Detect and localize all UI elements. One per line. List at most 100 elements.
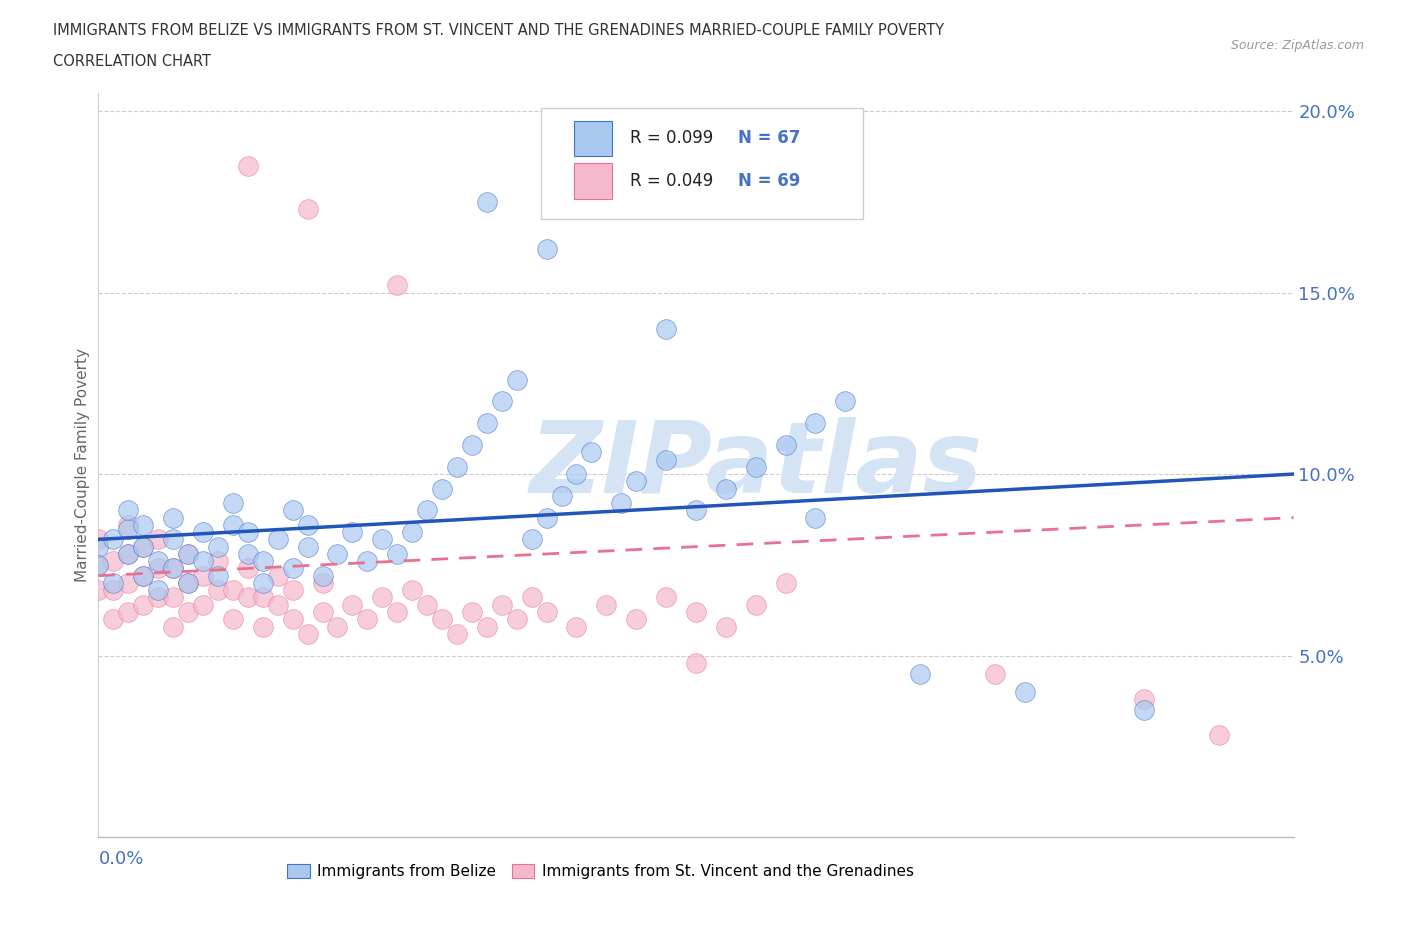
Point [281,583,304,598]
Point [177,604,200,619]
Point [117,521,139,536]
Point [536,242,558,257]
Point [311,576,333,591]
Point [461,438,484,453]
Point [191,568,214,583]
Point [491,394,513,409]
Point [148,590,170,604]
Point [655,322,678,337]
Point [162,561,184,576]
Point [252,590,274,604]
Point [430,481,453,496]
Point [162,511,184,525]
Point [342,597,364,612]
Point [87,532,110,547]
Point [222,517,245,532]
Point [745,459,768,474]
Point [222,496,245,511]
Point [685,503,707,518]
Point [342,525,364,539]
Point [1133,702,1156,717]
Point [385,604,409,619]
Point [626,612,648,627]
Point [177,576,200,591]
Text: ZIPatlas: ZIPatlas [529,417,983,513]
Point [252,619,274,634]
Point [103,583,125,598]
Point [565,619,588,634]
Point [236,561,259,576]
Point [177,547,200,562]
Point [103,612,125,627]
Point [162,561,184,576]
FancyBboxPatch shape [574,163,613,199]
Text: CORRELATION CHART: CORRELATION CHART [53,54,211,69]
Point [132,517,155,532]
Point [87,557,110,572]
Point [252,576,274,591]
Point [520,532,543,547]
Text: 0.0%: 0.0% [98,850,143,869]
Point [610,496,633,511]
Point [267,532,290,547]
Point [775,576,797,591]
Point [236,590,259,604]
Point [745,597,768,612]
Point [103,576,125,591]
Point [655,452,678,467]
Point [236,525,259,539]
Point [311,604,333,619]
Point [461,604,484,619]
Point [297,626,319,641]
Point [267,597,290,612]
Point [132,539,155,554]
Point [87,539,110,554]
Point [356,553,378,568]
Point [416,597,439,612]
Point [446,626,468,641]
Point [117,547,139,562]
Point [148,553,170,568]
Point [236,158,259,173]
Point [520,590,543,604]
Point [103,532,125,547]
Point [87,557,110,572]
Point [565,467,588,482]
Point [536,511,558,525]
Point [430,612,453,627]
FancyBboxPatch shape [574,121,613,156]
Point [132,539,155,554]
Point [222,583,245,598]
Point [267,568,290,583]
Point [117,576,139,591]
Point [162,590,184,604]
Point [252,553,274,568]
Point [132,597,155,612]
Point [356,612,378,627]
Legend: Immigrants from Belize, Immigrants from St. Vincent and the Grenadines: Immigrants from Belize, Immigrants from … [281,857,920,885]
Point [385,547,409,562]
Point [984,666,1007,681]
Point [804,511,827,525]
Point [536,604,558,619]
Point [148,532,170,547]
Point [311,568,333,583]
Point [506,372,529,387]
Point [371,532,394,547]
Point [685,604,707,619]
Point [714,481,737,496]
Point [281,503,304,518]
Point [207,568,229,583]
Point [162,532,184,547]
Point [191,553,214,568]
Point [326,619,349,634]
Text: R = 0.099: R = 0.099 [630,129,713,147]
Text: IMMIGRANTS FROM BELIZE VS IMMIGRANTS FROM ST. VINCENT AND THE GRENADINES MARRIED: IMMIGRANTS FROM BELIZE VS IMMIGRANTS FRO… [53,23,945,38]
Point [775,438,797,453]
Text: N = 67: N = 67 [738,129,800,147]
Text: Source: ZipAtlas.com: Source: ZipAtlas.com [1230,39,1364,52]
Point [236,547,259,562]
Point [401,583,423,598]
Point [371,590,394,604]
Text: N = 69: N = 69 [738,172,800,190]
